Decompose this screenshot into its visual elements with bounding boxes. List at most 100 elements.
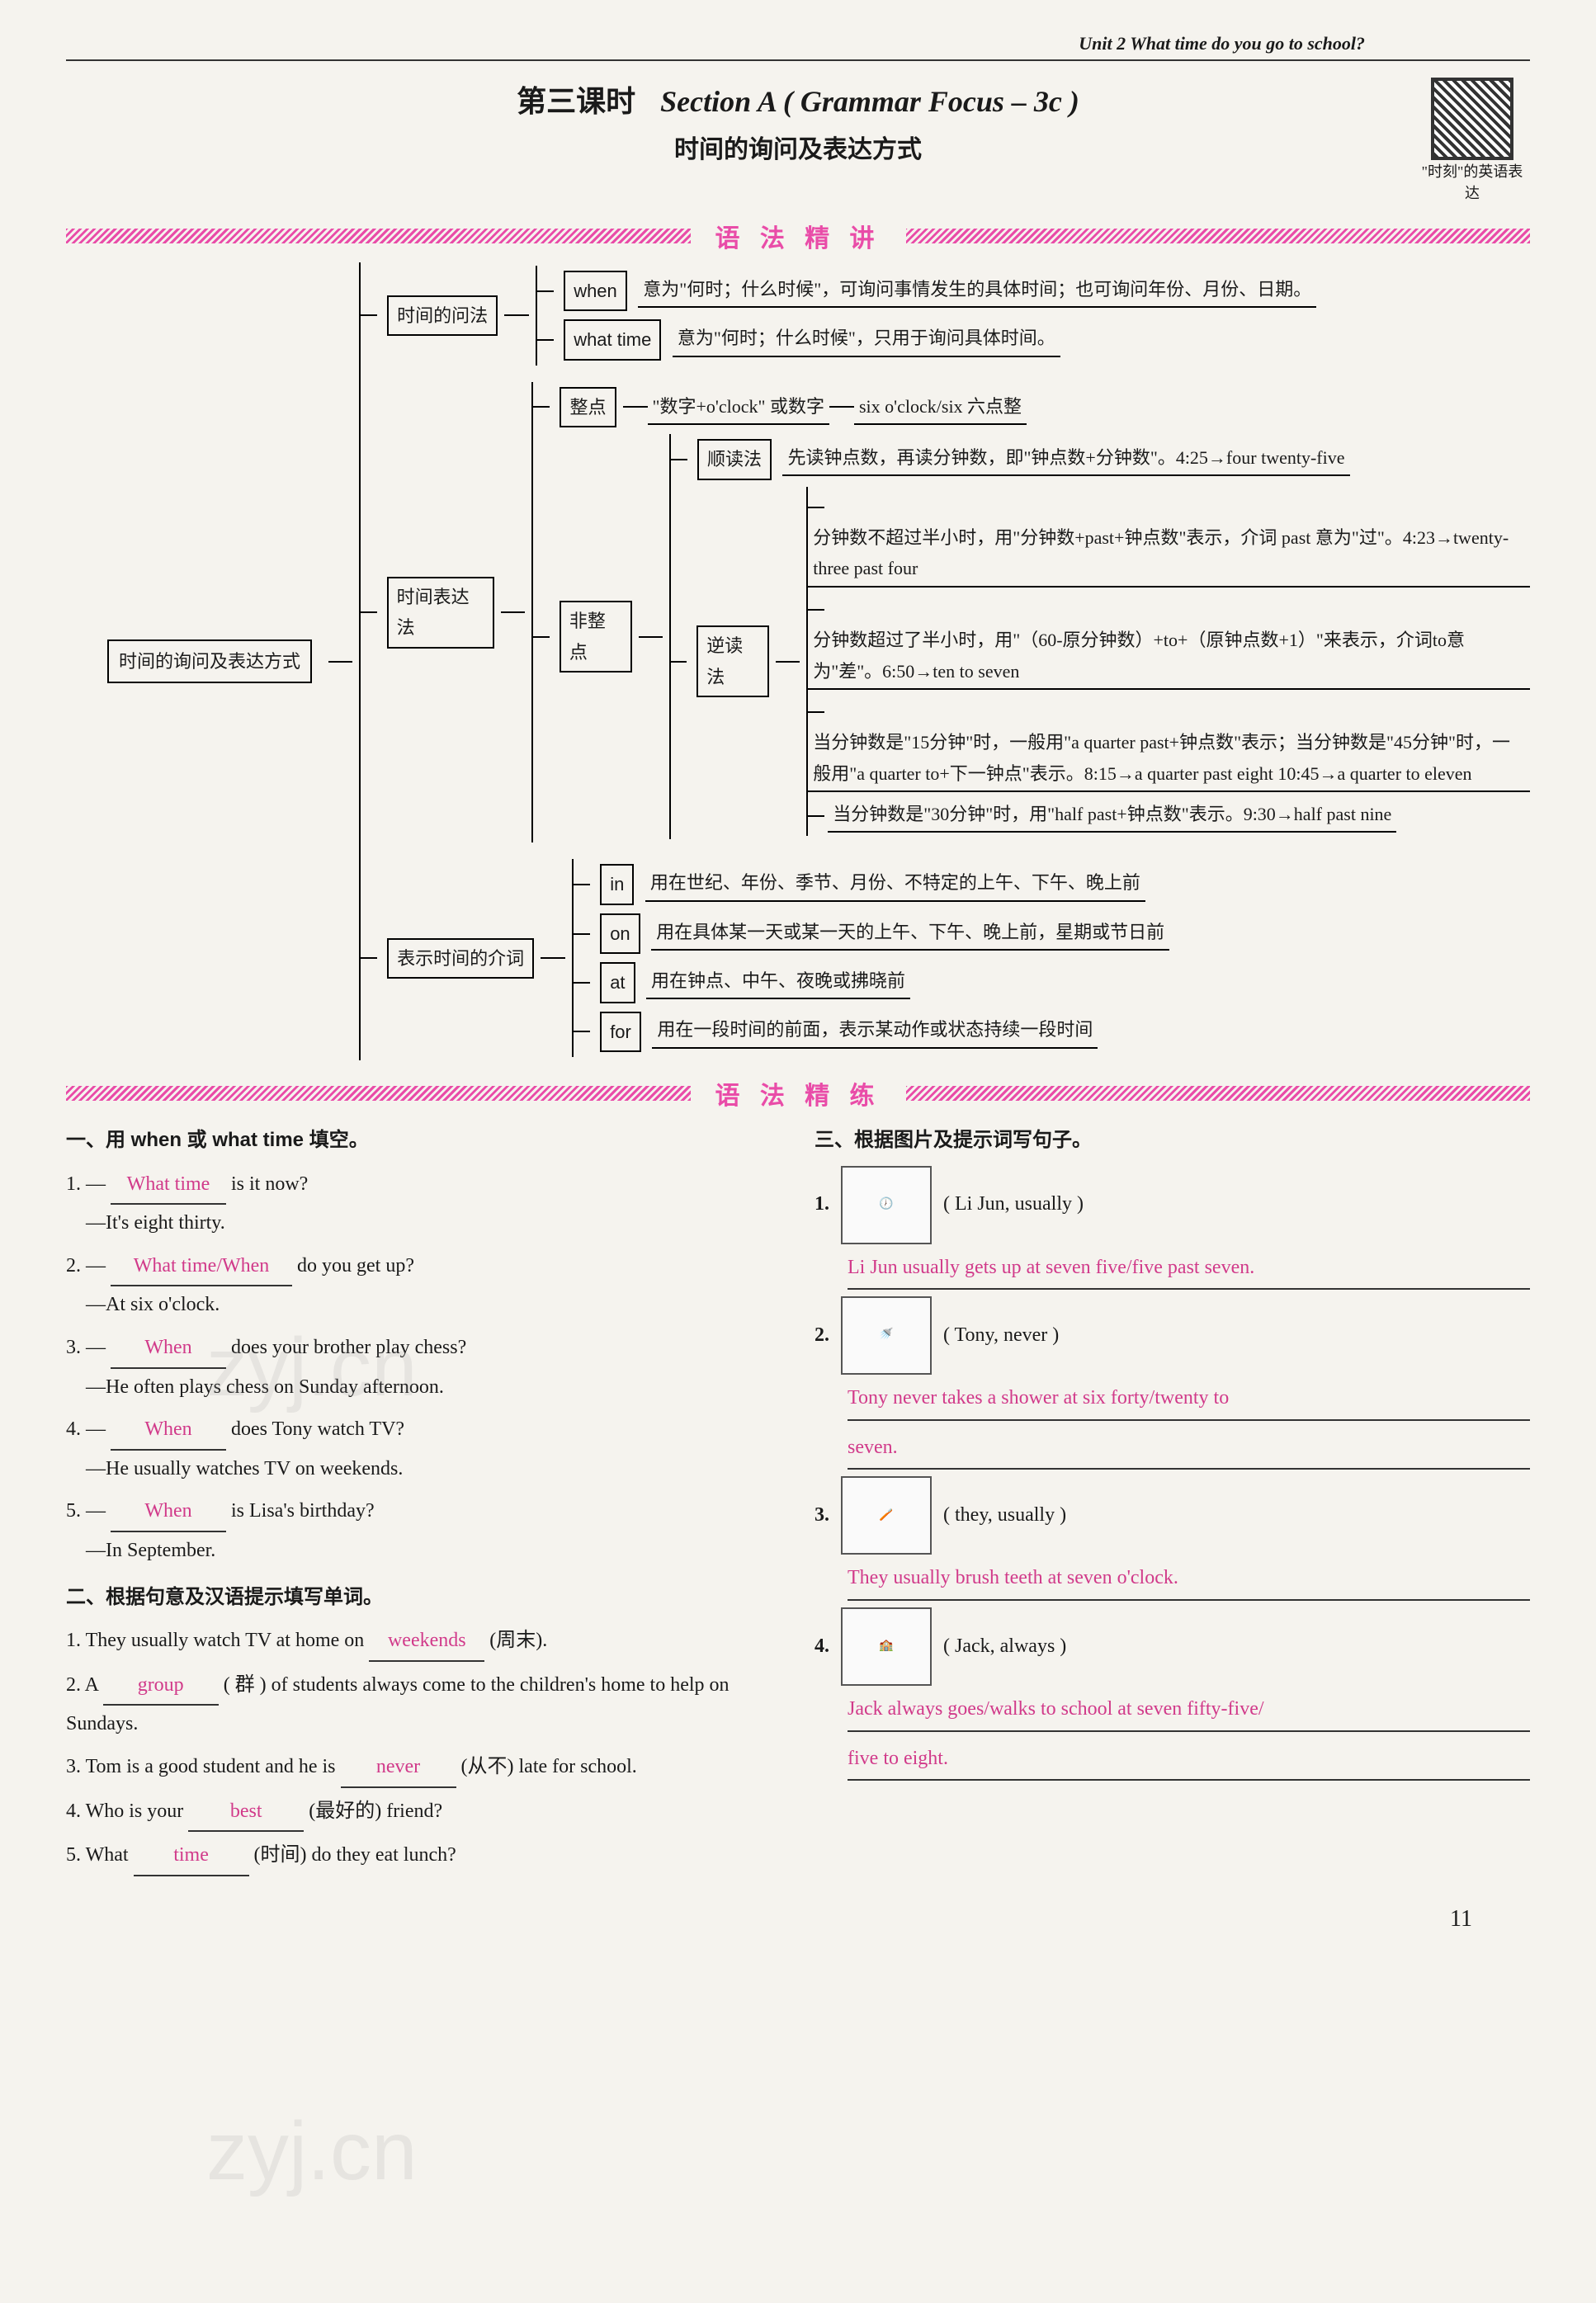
blank: When <box>111 1493 226 1532</box>
lesson-title: 第三课时 Section A ( Grammar Focus – 3c ) <box>182 78 1414 120</box>
text: 3. Tom is a good student and he is <box>66 1756 336 1777</box>
text: —It's eight thirty. <box>86 1212 225 1234</box>
text: 1. — <box>66 1173 106 1195</box>
unit-header: Unit 2 What time do you go to school? <box>66 33 1530 61</box>
leaf-rev2: 分钟数超过了半小时，用"（60-原分钟数）+to+（原钟点数+1）"来表示，介词… <box>808 623 1530 690</box>
title-row: 第三课时 Section A ( Grammar Focus – 3c ) 时间… <box>66 78 1530 203</box>
ex3-q4: 4. 🏫 ( Jack, always ) <box>815 1607 1530 1686</box>
ex1-q5: 5. — When is Lisa's birthday? —In Septem… <box>66 1493 781 1569</box>
node-in: in <box>600 864 634 904</box>
node-whole: 整点 <box>560 387 616 427</box>
answer: Jack always goes/walks to school at seve… <box>848 1689 1530 1732</box>
leaf-fwd: 先读钟点数，再读分钟数，即"钟点数+分钟数"。4:25→four twenty-… <box>782 441 1349 476</box>
hint: ( Tony, never ) <box>943 1317 1059 1355</box>
node-on: on <box>600 913 640 954</box>
leaf-whole: "数字+o'clock" 或数字 <box>648 389 829 425</box>
lesson-title-en: Section A ( Grammar Focus – 3c ) <box>660 85 1079 118</box>
exercises: 一、用 when 或 what time 填空。 1. — What time … <box>66 1121 1530 1881</box>
text: does your brother play chess? <box>231 1337 466 1358</box>
text: —In September. <box>86 1540 215 1561</box>
diagram-root: 时间的询问及表达方式 <box>107 639 312 683</box>
blank: never <box>341 1748 456 1788</box>
lesson-subtitle: 时间的询问及表达方式 <box>182 129 1414 165</box>
left-column: 一、用 when 或 what time 填空。 1. — What time … <box>66 1121 781 1881</box>
leaf-for: 用在一段时间的前面，表示某动作或状态持续一段时间 <box>652 1012 1098 1048</box>
blank: time <box>134 1837 249 1876</box>
leaf-rev4: 当分钟数是"30分钟"时，用"half past+钟点数"表示。9:30→hal… <box>828 797 1396 833</box>
leaf-on: 用在具体某一天或某一天的上午、下午、晚上前，星期或节日前 <box>651 915 1169 951</box>
answer: five to eight. <box>848 1739 1530 1782</box>
picture-icon: 🕖 <box>841 1166 932 1244</box>
blank: When <box>111 1329 226 1369</box>
blank: When <box>111 1411 226 1451</box>
qr-icon <box>1431 78 1513 160</box>
text: —He usually watches TV on weekends. <box>86 1458 403 1479</box>
text: (时间) do they eat lunch? <box>254 1844 456 1866</box>
ex2-q2: 2. A group ( 群 ) of students always come… <box>66 1667 781 1744</box>
ex3-q1: 1. 🕖 ( Li Jun, usually ) <box>815 1166 1530 1244</box>
answer: They usually brush teeth at seven o'cloc… <box>848 1558 1530 1601</box>
blank: What time/When <box>111 1248 292 1287</box>
node-nonwhole: 非整点 <box>560 601 632 672</box>
text: (周末). <box>489 1630 547 1651</box>
text: 5. What <box>66 1844 129 1866</box>
ex1-q1: 1. — What time is it now? —It's eight th… <box>66 1166 781 1243</box>
node-for: for <box>600 1012 641 1052</box>
ex3-q3: 3. 🪥 ( they, usually ) <box>815 1476 1530 1555</box>
text: (最好的) friend? <box>309 1800 442 1822</box>
node-whattime: what time <box>564 319 661 360</box>
ex2-q4: 4. Who is your best (最好的) friend? <box>66 1793 781 1833</box>
text: —He often plays chess on Sunday afternoo… <box>86 1376 444 1398</box>
ex1-q2: 2. — What time/When do you get up? —At s… <box>66 1248 781 1324</box>
leaf-whole-ex: six o'clock/six 六点整 <box>854 389 1027 425</box>
text: 3. — <box>66 1337 106 1358</box>
picture-icon: 🏫 <box>841 1607 932 1686</box>
text: (从不) late for school. <box>461 1756 637 1777</box>
text: is Lisa's birthday? <box>231 1500 375 1522</box>
ex1-head: 一、用 when 或 what time 填空。 <box>66 1121 781 1159</box>
ex3-head: 三、根据图片及提示词写句子。 <box>815 1121 1530 1159</box>
leaf-at: 用在钟点、中午、夜晚或拂晓前 <box>646 964 910 999</box>
hint: ( Li Jun, usually ) <box>943 1186 1084 1224</box>
watermark: zyj.cn <box>206 2104 418 2199</box>
section2-bar: 语 法 精 练 <box>66 1075 1530 1111</box>
leaf-rev3: 当分钟数是"15分钟"时，一般用"a quarter past+钟点数"表示；当… <box>808 725 1530 792</box>
section2-label: 语 法 精 练 <box>691 1075 906 1111</box>
picture-icon: 🪥 <box>841 1476 932 1555</box>
ex1-q3: 3. — When does your brother play chess? … <box>66 1329 781 1406</box>
text: do you get up? <box>297 1255 414 1277</box>
answer: seven. <box>848 1428 1530 1470</box>
node-time-expr: 时间表达法 <box>387 577 495 649</box>
text: 5. — <box>66 1500 106 1522</box>
qr-box: "时刻"的英语表达 <box>1414 78 1530 203</box>
lesson-title-cn: 第三课时 <box>517 84 635 118</box>
answer: Tony never takes a shower at six forty/t… <box>848 1378 1530 1421</box>
text: 2. — <box>66 1255 106 1277</box>
leaf-in: 用在世纪、年份、季节、月份、不特定的上午、下午、晚上前 <box>645 866 1145 901</box>
blank: weekends <box>369 1622 484 1662</box>
picture-icon: 🚿 <box>841 1296 932 1375</box>
ex3-q2: 2. 🚿 ( Tony, never ) <box>815 1296 1530 1375</box>
text: does Tony watch TV? <box>231 1418 404 1440</box>
node-at: at <box>600 962 635 1003</box>
node-time-question: 时间的问法 <box>387 295 498 336</box>
blank: What time <box>111 1166 226 1206</box>
leaf-whattime: 意为"何时；什么时候"，只用于询问具体时间。 <box>673 321 1060 356</box>
page-number: 11 <box>66 1906 1530 1933</box>
blank: group <box>103 1667 219 1706</box>
section1-bar: 语 法 精 讲 <box>66 218 1530 254</box>
text: —At six o'clock. <box>86 1294 220 1315</box>
section1-label: 语 法 精 讲 <box>691 218 906 254</box>
text: 2. A <box>66 1674 98 1696</box>
text: 4. — <box>66 1418 106 1440</box>
node-when: when <box>564 271 627 311</box>
ex1-q4: 4. — When does Tony watch TV? —He usuall… <box>66 1411 781 1488</box>
answer: Li Jun usually gets up at seven five/fiv… <box>848 1248 1530 1291</box>
grammar-diagram: 时间的询问及表达方式 时间的问法 when 意为"何时；什么时候"，可询问事情发… <box>107 262 1530 1060</box>
hint: ( Jack, always ) <box>943 1628 1066 1666</box>
leaf-rev1: 分钟数不超过半小时，用"分钟数+past+钟点数"表示，介词 past 意为"过… <box>808 521 1530 588</box>
ex2-q3: 3. Tom is a good student and he is never… <box>66 1748 781 1788</box>
qr-caption: "时刻"的英语表达 <box>1414 160 1530 203</box>
blank: best <box>188 1793 304 1833</box>
text: 4. Who is your <box>66 1800 183 1822</box>
